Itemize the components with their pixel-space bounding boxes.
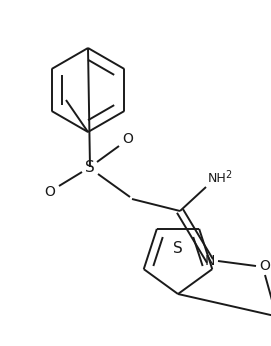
Text: 2: 2 xyxy=(225,170,231,180)
Text: N: N xyxy=(205,254,215,268)
Text: O: O xyxy=(122,132,133,146)
Text: O: O xyxy=(260,259,270,273)
Text: NH: NH xyxy=(208,173,227,185)
Text: O: O xyxy=(44,185,56,199)
Text: S: S xyxy=(173,242,183,256)
Text: S: S xyxy=(85,160,95,174)
